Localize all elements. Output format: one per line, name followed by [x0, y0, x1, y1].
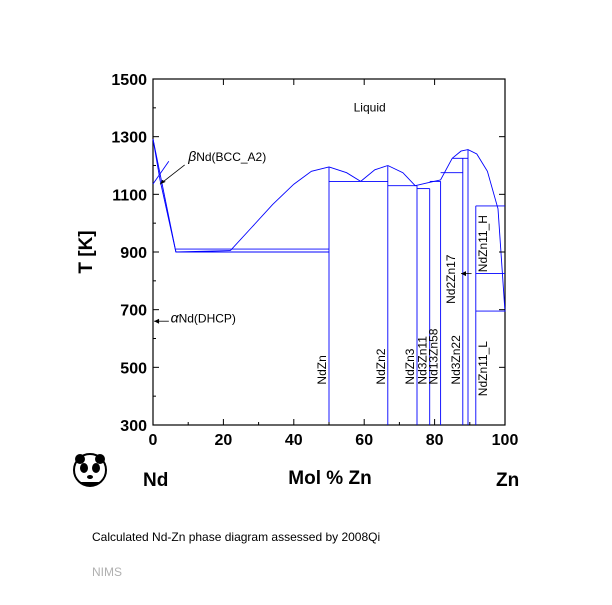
diagram-labels: Mol % ZnT [K]Nd ZnLiquidβNd(BCC_A2)αNd(DH… — [76, 100, 519, 491]
region-name: Nd(DHCP) — [179, 312, 236, 326]
compound-label: NdZn11_L — [476, 341, 490, 396]
line-liquidus-zn-side — [451, 149, 506, 312]
compound-label: NdZn11_H — [476, 215, 490, 272]
region-label: αNd(DHCP) — [171, 310, 236, 326]
line-solvus-bcc-left — [152, 138, 177, 253]
axis-ticks: 0 20 40 60 80 100 300 500 700 900 1100 1300 1500 — [111, 72, 518, 449]
x-tick-label: 40 — [285, 432, 303, 449]
compound-label: Nd3Zn22 — [449, 335, 463, 385]
left-end-label: Nd — [143, 470, 168, 491]
y-tick-label: 900 — [120, 245, 147, 262]
compound-label: Nd13Zn58 — [427, 328, 441, 384]
region-greek-symbol: β — [187, 148, 196, 164]
line-bcc-dhcp-transition — [152, 160, 170, 185]
panda-logo-icon — [73, 453, 107, 487]
nd2zn17-leader-arrowhead — [461, 271, 466, 277]
line-liquidus-ndzn-1 — [230, 166, 330, 251]
compound-label: Nd3Zn11 — [416, 336, 430, 385]
right-end-label: Zn — [496, 470, 519, 491]
x-axis-label: Mol % Zn — [288, 468, 371, 489]
figure-caption: Calculated Nd-Zn phase diagram assessed … — [92, 530, 381, 544]
region-label: Liquid — [354, 100, 386, 114]
line-liquidus-ndzn-2 — [328, 166, 361, 182]
dhcp-leader-arrowhead — [154, 318, 160, 324]
line-liquidus-ndzn2-2 — [387, 165, 416, 187]
x-tick-label: 80 — [426, 432, 444, 449]
region-label: βNd(BCC_A2) — [187, 148, 266, 164]
y-tick-label: 500 — [120, 360, 147, 377]
region-name: Liquid — [354, 100, 386, 114]
y-tick-label: 1100 — [112, 187, 147, 204]
x-tick-label: 60 — [355, 432, 373, 449]
y-tick-label: 1300 — [111, 130, 147, 147]
line-liquidus-ndzn2-1 — [360, 165, 388, 182]
x-tick-label: 20 — [215, 432, 233, 449]
x-tick-label: 100 — [492, 432, 519, 449]
region-greek-symbol: α — [171, 310, 180, 326]
region-name: Nd(BCC_A2) — [196, 150, 266, 164]
compound-label: NdZn — [315, 355, 329, 384]
y-axis-label: T [K] — [76, 230, 97, 273]
compound-label: NdZn2 — [374, 348, 388, 384]
compound-label: Nd2Zn17 — [444, 254, 458, 304]
phase-lines — [152, 138, 506, 425]
y-tick-label: 300 — [120, 418, 147, 435]
x-tick-label: 0 — [149, 432, 158, 449]
nims-footer: NIMS — [92, 565, 122, 579]
compound-label: NdZn3 — [403, 348, 417, 384]
y-tick-label: 700 — [120, 303, 147, 320]
y-tick-label: 1500 — [111, 72, 147, 89]
bcc-leader-arrowhead — [160, 179, 166, 185]
